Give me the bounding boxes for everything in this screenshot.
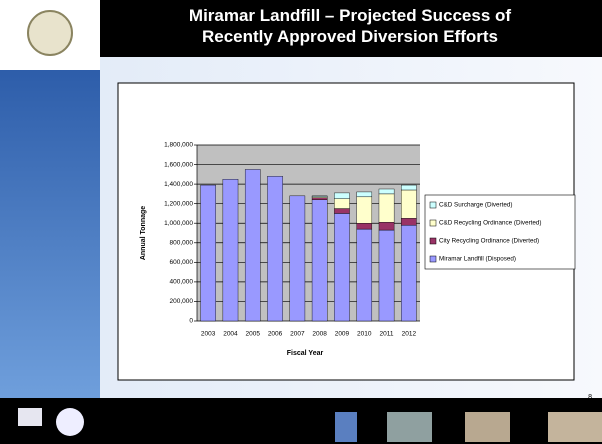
footer-seal [56,408,84,436]
legend-swatch [430,202,436,208]
footer-bar [0,398,602,444]
thumbnail [387,412,432,442]
x-tick-label: 2008 [312,331,327,338]
x-axis-title: Fiscal Year [287,350,324,357]
bar-segment [245,169,260,321]
x-tick-label: 2009 [335,331,350,338]
bar-segment [223,179,238,321]
x-tick-label: 2003 [201,331,216,338]
bar-segment [401,225,416,321]
logo [28,11,72,55]
legend-label: C&D Surcharge (Diverted) [439,202,513,209]
y-tick-label: 0 [189,318,193,325]
x-tick-label: 2011 [380,331,394,338]
bar-segment [290,196,305,321]
slide: Miramar Landfill – Projected Success ofR… [0,0,602,444]
y-tick-label: 400,000 [170,279,194,286]
bar-segment [312,196,327,197]
y-tick-label: 600,000 [170,259,194,266]
x-tick-label: 2006 [268,331,283,338]
bar-segment [267,176,282,321]
x-tick-label: 2012 [402,331,417,338]
bar-segment [379,189,394,194]
y-tick-label: 200,000 [170,298,194,305]
bar-segment [334,193,349,199]
legend-label: C&D Recycling Ordinance (Diverted) [439,220,542,227]
bar-segment [379,230,394,321]
bar-segment [357,229,372,321]
slide-graphics: Miramar Landfill – Projected Success ofR… [0,0,602,444]
bar-segment [312,200,327,321]
legend-label: Miramar Landfill (Disposed) [439,256,516,263]
thumbnail [548,412,602,442]
bar-segment [401,185,416,190]
legend-label: City Recycling Ordinance (Diverted) [439,238,539,245]
bar-segment [334,213,349,321]
x-tick-label: 2005 [246,331,261,338]
page-number: 8 [588,394,592,401]
thumbnail [465,412,510,442]
legend-swatch [430,238,436,244]
x-tick-label: 2010 [357,331,372,338]
y-tick-label: 1,600,000 [164,161,193,168]
bar-segment [401,190,416,218]
y-tick-label: 800,000 [170,239,194,246]
y-tick-label: 1,800,000 [164,142,193,149]
bar-segment [357,197,372,223]
bar-segment [357,223,372,229]
legend-swatch [430,220,436,226]
bar-segment [379,222,394,230]
y-tick-label: 1,000,000 [164,220,193,227]
bar-segment [379,194,394,222]
bar-segment [201,185,216,321]
x-tick-label: 2004 [223,331,238,338]
y-tick-label: 1,200,000 [164,200,193,207]
bar-segment [334,199,349,209]
bar-segment [312,198,327,200]
legend-swatch [430,256,436,262]
y-axis-title: Annual Tonnage [140,206,147,260]
x-tick-label: 2007 [290,331,305,338]
bar-segment [401,218,416,225]
bar-segment [334,209,349,214]
y-tick-label: 1,400,000 [164,181,193,188]
bar-segment [357,192,372,197]
thumbnail [335,412,357,442]
footer-logo [18,408,42,426]
